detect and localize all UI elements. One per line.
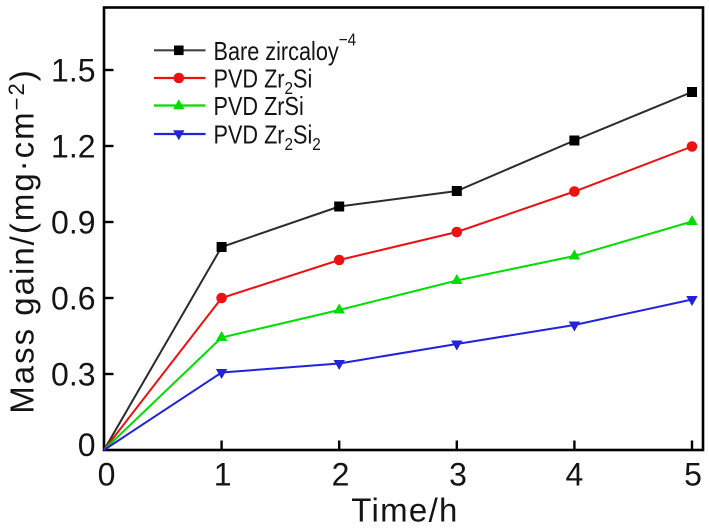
svg-text:PVD Zr2Si: PVD Zr2Si (214, 66, 313, 98)
svg-text:1.2: 1.2 (51, 129, 95, 165)
svg-text:5: 5 (684, 457, 702, 493)
svg-text:Bare zircaloy−4: Bare zircaloy−4 (214, 29, 357, 66)
svg-text:1: 1 (214, 457, 232, 493)
svg-text:0.3: 0.3 (51, 357, 95, 393)
svg-text:PVD ZrSi: PVD ZrSi (214, 94, 304, 122)
svg-text:Time/h: Time/h (351, 491, 458, 528)
svg-text:4: 4 (566, 457, 584, 493)
svg-text:0: 0 (98, 457, 116, 493)
svg-text:2: 2 (332, 457, 350, 493)
svg-text:0.6: 0.6 (51, 281, 95, 317)
svg-text:Mass gain/(mg·cm−2): Mass gain/(mg·cm−2) (4, 68, 41, 413)
svg-text:3: 3 (449, 457, 467, 493)
svg-text:0.9: 0.9 (51, 205, 95, 241)
svg-text:0: 0 (78, 427, 96, 463)
svg-text:1.5: 1.5 (51, 53, 95, 89)
svg-text:PVD Zr2Si2: PVD Zr2Si2 (214, 122, 321, 154)
